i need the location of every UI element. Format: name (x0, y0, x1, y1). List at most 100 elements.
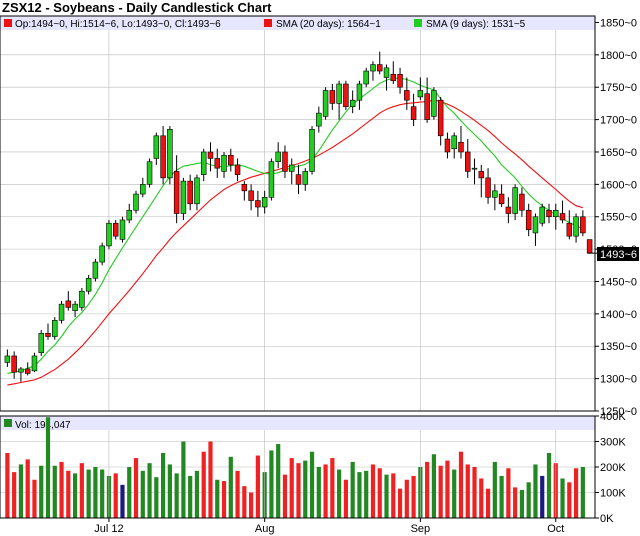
candle-body-up (268, 161, 275, 198)
candle-body-up (288, 164, 295, 172)
sma20-line (7, 99, 583, 386)
volume-tick-label: 0K (600, 513, 614, 525)
candle-body-down (519, 193, 525, 211)
candle (180, 177, 187, 220)
price-tick-label: 1550~0 (600, 212, 637, 224)
volume-bar (479, 478, 484, 518)
volume-tick-label: 400K (600, 411, 626, 423)
volume-bar (72, 473, 78, 518)
candle (505, 197, 512, 224)
price-tick-label: 1400~0 (600, 309, 637, 321)
candle-body-down (11, 355, 17, 373)
volume-bar (499, 475, 504, 518)
candle (241, 181, 248, 201)
volume-bar (546, 452, 552, 518)
candle-body-up (146, 161, 153, 185)
candle (383, 64, 390, 91)
candle (194, 174, 200, 211)
volume-bar (485, 488, 491, 518)
candle-body-up (573, 216, 579, 237)
candle-body-down (566, 222, 573, 237)
volume-bar (113, 473, 118, 518)
candle-body-down (24, 368, 31, 374)
candle-body-down (505, 206, 512, 214)
candle (329, 83, 336, 110)
candle (140, 177, 146, 198)
volume-bar (316, 467, 321, 518)
volume-bar (39, 465, 44, 518)
price-tick-label: 1750~0 (600, 82, 637, 94)
volume-bar (519, 489, 525, 518)
volume-bar (377, 468, 382, 518)
volume-bar (167, 464, 172, 518)
candle (512, 184, 518, 220)
volume-bar (350, 461, 355, 518)
volume-bar (100, 469, 105, 518)
candle-body-down (580, 216, 586, 234)
candle-body-up (167, 129, 173, 179)
candle-body-up (417, 90, 424, 98)
volume-bar (160, 452, 166, 518)
candle-body-down (525, 209, 532, 230)
candle-body-up (140, 184, 146, 195)
volume-bar (425, 461, 430, 518)
candle (580, 210, 586, 237)
candle (431, 87, 437, 120)
candle (343, 80, 349, 110)
candle-body-down (248, 190, 254, 201)
volume-bar (154, 477, 159, 518)
candle-body-down (234, 164, 241, 175)
candle-body-down (458, 141, 464, 153)
candle (390, 61, 397, 84)
candle (4, 349, 11, 367)
candle (248, 184, 254, 211)
candle (336, 80, 342, 120)
candle (478, 164, 485, 198)
candle (404, 77, 410, 110)
candle-body-up (31, 355, 38, 372)
price-tick-label: 1300~0 (600, 374, 637, 386)
volume-bar (59, 461, 64, 518)
candle (234, 158, 241, 182)
volume-bar (269, 450, 274, 518)
volume-bar (580, 467, 585, 518)
volume-bar (391, 473, 396, 518)
volume-bar (127, 467, 132, 518)
candle (261, 190, 268, 214)
candle-body-up (58, 303, 65, 321)
candle (153, 132, 160, 165)
candle (228, 148, 234, 172)
candle-body-down (498, 193, 505, 205)
candle-body-up (492, 190, 498, 198)
candle (200, 148, 207, 182)
volume-legend-label: Vol: 194,047 (15, 420, 71, 431)
candle (160, 126, 166, 185)
price-tick-label: 1450~0 (600, 276, 637, 288)
volume-bar (465, 464, 470, 518)
candle-body-down (437, 99, 444, 137)
candle-body-down (444, 138, 451, 153)
candle (302, 168, 309, 191)
volume-bar (140, 470, 145, 518)
volume-bar (201, 451, 206, 518)
candle-body-up (356, 83, 363, 101)
candle (173, 155, 180, 224)
sma-lines (7, 77, 584, 386)
candle-body-up (106, 222, 112, 247)
volume-bar (174, 473, 179, 518)
volume-bar (567, 482, 572, 518)
candle-body-up (261, 197, 268, 208)
candle-body-up (119, 219, 126, 240)
candle (146, 158, 153, 188)
volume-bar (93, 467, 98, 518)
volume-bar (458, 451, 464, 518)
candle-body-down (465, 151, 471, 172)
candle (119, 216, 126, 243)
candle (214, 148, 220, 178)
volume-bar (208, 441, 213, 518)
volume-legend-band (0, 416, 595, 430)
price-axis: 1850~0 1800~0 1750~0 1700~0 1650~0 1600~0 1550… (595, 17, 637, 418)
volume-bar (472, 467, 477, 518)
volume-bar (303, 460, 308, 518)
candle (207, 142, 214, 172)
